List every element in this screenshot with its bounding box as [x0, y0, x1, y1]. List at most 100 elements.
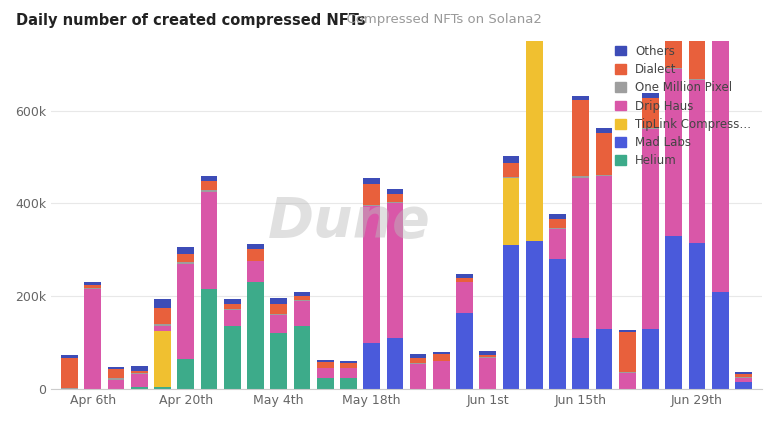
Bar — [386, 338, 403, 389]
Bar — [642, 128, 659, 129]
Bar — [386, 194, 403, 203]
Bar — [479, 357, 497, 389]
Bar — [154, 331, 171, 387]
Bar — [85, 288, 101, 289]
Bar — [642, 98, 659, 128]
Bar — [479, 355, 497, 357]
Bar — [340, 378, 357, 389]
Bar — [503, 177, 519, 178]
Bar — [61, 355, 78, 357]
Bar — [270, 315, 287, 333]
Bar — [177, 264, 194, 359]
Bar — [688, 0, 706, 79]
Bar — [177, 254, 194, 262]
Bar — [665, 68, 682, 69]
Bar — [735, 374, 752, 376]
Bar — [433, 354, 450, 361]
Bar — [409, 363, 427, 364]
Bar — [270, 314, 287, 315]
Bar — [340, 363, 357, 368]
Bar — [642, 129, 659, 329]
Bar — [573, 96, 589, 100]
Bar — [317, 362, 333, 368]
Bar — [364, 205, 380, 206]
Bar — [712, 292, 729, 389]
Bar — [479, 351, 497, 355]
Bar — [735, 378, 752, 382]
Bar — [618, 372, 636, 373]
Bar — [712, 0, 729, 22]
Bar — [200, 190, 218, 192]
Bar — [596, 329, 612, 389]
Bar — [340, 361, 357, 363]
Bar — [364, 206, 380, 343]
Bar — [294, 292, 310, 296]
Bar — [456, 278, 473, 282]
Bar — [386, 203, 403, 338]
Bar — [247, 260, 264, 262]
Bar — [503, 156, 519, 163]
Bar — [247, 249, 264, 260]
Bar — [665, 69, 682, 236]
Bar — [596, 133, 612, 175]
Bar — [131, 373, 148, 374]
Bar — [154, 327, 171, 331]
Bar — [317, 378, 333, 389]
Bar — [549, 214, 566, 219]
Bar — [665, 0, 682, 68]
Bar — [200, 289, 218, 389]
Bar — [294, 296, 310, 300]
Bar — [224, 309, 241, 310]
Bar — [61, 388, 78, 389]
Bar — [270, 304, 287, 314]
Bar — [409, 354, 427, 357]
Bar — [294, 327, 310, 389]
Bar — [433, 361, 450, 389]
Bar — [177, 359, 194, 389]
Bar — [618, 330, 636, 333]
Bar — [596, 176, 612, 329]
Bar — [154, 308, 171, 324]
Text: Dune: Dune — [268, 195, 431, 249]
Bar — [642, 93, 659, 98]
Bar — [154, 324, 171, 327]
Bar — [270, 298, 287, 304]
Bar — [573, 176, 589, 178]
Bar — [642, 329, 659, 389]
Bar — [409, 364, 427, 389]
Bar — [549, 229, 566, 259]
Bar — [108, 369, 124, 378]
Bar — [108, 378, 124, 380]
Bar — [735, 382, 752, 389]
Bar — [224, 299, 241, 304]
Bar — [224, 304, 241, 309]
Legend: Others, Dialect, One Million Pixel, Drip Haus, TipLink Compress…, Mad Labs, Heli: Others, Dialect, One Million Pixel, Drip… — [611, 40, 756, 172]
Bar — [85, 282, 101, 285]
Bar — [386, 189, 403, 194]
Bar — [573, 338, 589, 389]
Bar — [364, 179, 380, 184]
Bar — [549, 228, 566, 229]
Bar — [735, 372, 752, 374]
Bar — [735, 376, 752, 378]
Bar — [177, 247, 194, 254]
Text: Compressed NFTs on Solana2: Compressed NFTs on Solana2 — [338, 13, 542, 26]
Bar — [456, 273, 473, 278]
Bar — [224, 310, 241, 327]
Bar — [526, 241, 542, 389]
Bar — [688, 243, 706, 389]
Bar — [247, 282, 264, 389]
Bar — [177, 262, 194, 264]
Bar — [108, 380, 124, 389]
Bar — [200, 192, 218, 289]
Bar — [503, 178, 519, 245]
Bar — [85, 289, 101, 389]
Bar — [503, 163, 519, 177]
Bar — [317, 368, 333, 378]
Bar — [526, 0, 542, 241]
Bar — [131, 387, 148, 389]
Bar — [503, 245, 519, 389]
Bar — [596, 128, 612, 133]
Bar — [665, 236, 682, 389]
Bar — [364, 343, 380, 389]
